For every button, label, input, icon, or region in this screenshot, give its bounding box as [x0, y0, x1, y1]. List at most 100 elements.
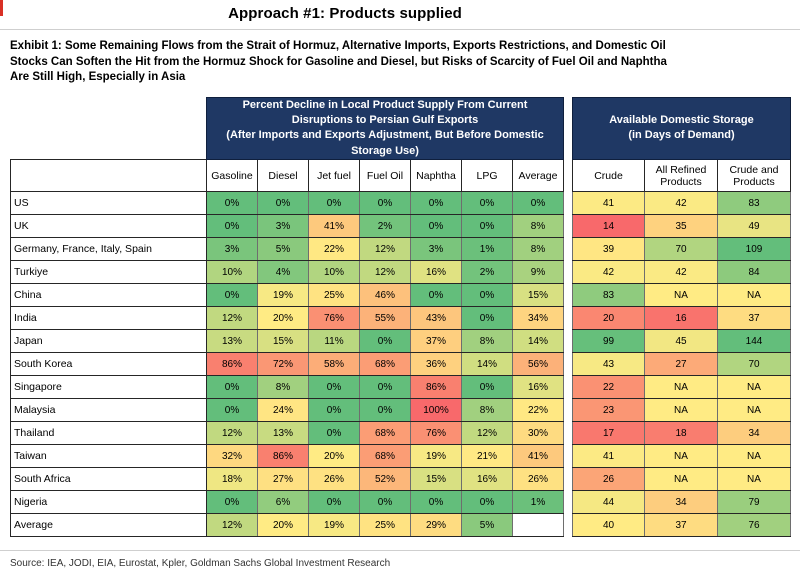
percent-cell: 37% [410, 329, 462, 354]
percent-cell: 86% [257, 444, 309, 469]
percent-cell: 0% [461, 375, 513, 400]
percent-cell: 0% [461, 490, 513, 515]
percent-cell: 12% [206, 306, 258, 331]
percent-cell: 15% [410, 467, 462, 492]
percent-cell: 13% [206, 329, 258, 354]
storage-cell: 40 [572, 513, 645, 538]
storage-cell: 49 [717, 214, 791, 239]
storage-cell: 42 [644, 191, 718, 216]
percent-cell: 8% [461, 398, 513, 423]
table-row: Turkiye 10% 4% 10% 12% 16% 2% 9% 42 42 84 [10, 260, 791, 285]
storage-cell: 83 [572, 283, 645, 308]
storage-cell: 39 [572, 237, 645, 262]
percent-cell: 25% [308, 283, 360, 308]
title-rule [0, 29, 800, 30]
country-label: Taiwan [10, 444, 207, 469]
percent-cell: 32% [206, 444, 258, 469]
column-header-average: Average [512, 159, 564, 193]
storage-cell: 14 [572, 214, 645, 239]
percent-cell: 24% [257, 398, 309, 423]
percent-cell: 41% [512, 444, 564, 469]
percent-cell: 19% [410, 444, 462, 469]
percent-cell: 26% [308, 467, 360, 492]
column-header-lpg: LPG [461, 159, 513, 193]
percent-cell: 10% [206, 260, 258, 285]
source-text: Source: IEA, JODI, EIA, Eurostat, Kpler,… [10, 558, 391, 569]
country-label: Japan [10, 329, 207, 354]
storage-cell: 16 [644, 306, 718, 331]
percent-cell: 46% [359, 283, 411, 308]
storage-cell: 42 [572, 260, 645, 285]
table-row: Germany, France, Italy, Spain 3% 5% 22% 12% 3… [10, 237, 791, 262]
percent-cell: 0% [308, 191, 360, 216]
percent-cell: 12% [461, 421, 513, 446]
country-label: US [10, 191, 207, 216]
percent-cell: 0% [206, 375, 258, 400]
percent-cell: 0% [461, 306, 513, 331]
percent-cell: 0% [461, 191, 513, 216]
percent-cell: 26% [512, 467, 564, 492]
section-gap [563, 444, 573, 468]
storage-cell: 20 [572, 306, 645, 331]
country-label: Germany, France, Italy, Spain [10, 237, 207, 262]
storage-section-header-line1: Available Domestic Storage [609, 113, 754, 126]
table-row: Average 12% 20% 19% 25% 29% 5% 40 37 76 [10, 513, 791, 538]
storage-section-header-line2: (in Days of Demand) [628, 129, 735, 142]
country-label: Thailand [10, 421, 207, 446]
percent-cell: 2% [461, 260, 513, 285]
percent-cell: 86% [206, 352, 258, 377]
percent-cell: 13% [257, 421, 309, 446]
country-column-header [10, 159, 207, 193]
section-gap [563, 490, 573, 514]
percent-cell: 86% [410, 375, 462, 400]
percent-cell: 12% [359, 237, 411, 262]
storage-cell: 70 [717, 352, 791, 377]
percent-cell: 27% [257, 467, 309, 492]
percent-cell: 0% [410, 214, 462, 239]
percent-cell: 16% [410, 260, 462, 285]
storage-cell: NA [644, 467, 718, 492]
storage-cell: 34 [717, 421, 791, 446]
percent-cell: 0% [308, 421, 360, 446]
storage-cell: 43 [572, 352, 645, 377]
storage-cell: 35 [644, 214, 718, 239]
percent-cell: 55% [359, 306, 411, 331]
percent-cell: 11% [308, 329, 360, 354]
storage-cell: 41 [572, 191, 645, 216]
percent-cell: 0% [308, 375, 360, 400]
section-gap [563, 352, 573, 376]
percent-cell: 0% [308, 398, 360, 423]
percent-cell: 8% [512, 237, 564, 262]
percent-section-header-line2: (After Imports and Exports Adjustment, B… [226, 129, 544, 157]
country-label: UK [10, 214, 207, 239]
storage-cell: 37 [717, 306, 791, 331]
red-page-mark [0, 0, 3, 16]
storage-cell: 99 [572, 329, 645, 354]
exhibit-table: Percent Decline in Local Product Supply … [10, 96, 791, 538]
table-row: Nigeria 0% 6% 0% 0% 0% 0% 1% 44 34 79 [10, 490, 791, 515]
storage-cell: 18 [644, 421, 718, 446]
section-gap [563, 237, 573, 261]
percent-cell: 0% [359, 375, 411, 400]
percent-cell: 56% [512, 352, 564, 377]
percent-cell: 21% [461, 444, 513, 469]
percent-cell: 0% [512, 191, 564, 216]
section-gap [563, 159, 573, 192]
column-header-naphtha: Naphtha [410, 159, 462, 193]
storage-cell: 41 [572, 444, 645, 469]
percent-cell: 34% [512, 306, 564, 331]
percent-cell: 12% [359, 260, 411, 285]
exhibit-title: Exhibit 1: Some Remaining Flows from the… [10, 39, 800, 86]
country-label: Nigeria [10, 490, 207, 515]
page-title: Approach #1: Products supplied [228, 5, 462, 22]
country-label: Malaysia [10, 398, 207, 423]
storage-cell: 23 [572, 398, 645, 423]
percent-cell: 18% [206, 467, 258, 492]
percent-cell: 0% [461, 214, 513, 239]
percent-cell: 25% [359, 513, 411, 538]
section-gap [563, 191, 573, 215]
percent-cell: 68% [359, 421, 411, 446]
percent-cell: 0% [410, 490, 462, 515]
percent-cell: 8% [512, 214, 564, 239]
storage-cell: 144 [717, 329, 791, 354]
